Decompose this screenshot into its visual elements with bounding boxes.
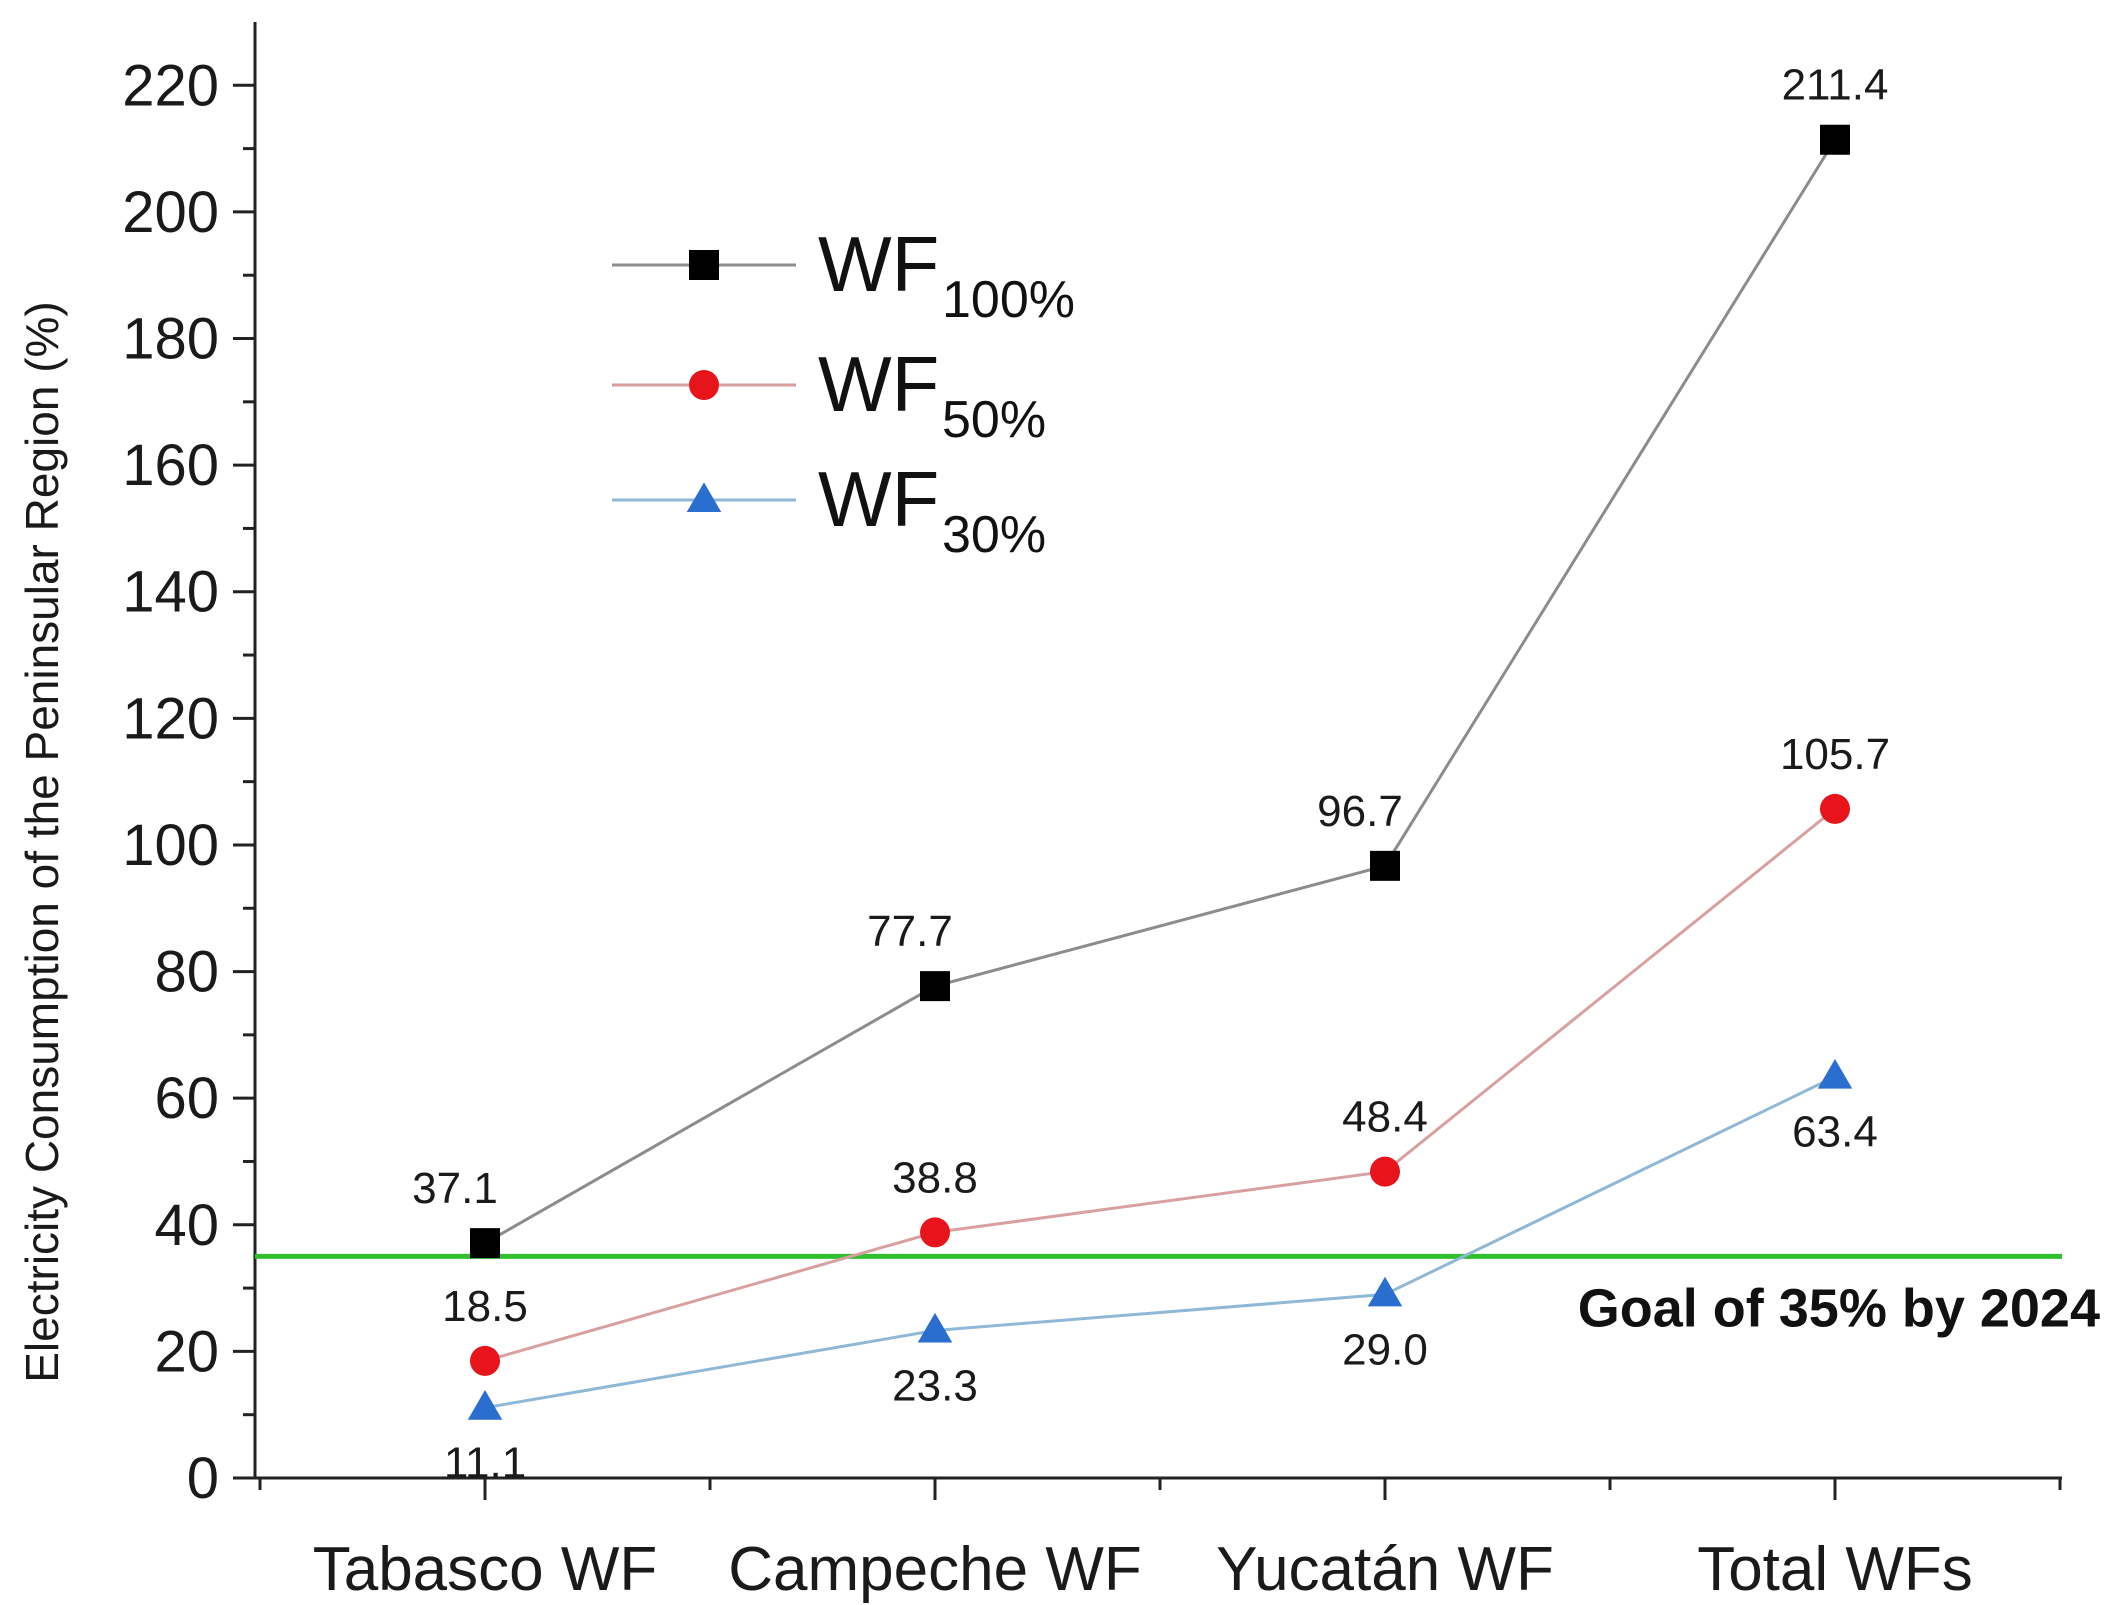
y-tick-label: 140	[122, 560, 219, 625]
legend-label-wf100: WF	[818, 220, 939, 308]
data-point-wf100	[470, 1228, 500, 1259]
series-line-wf50	[484, 807, 1836, 1363]
data-label-wf50: 18.5	[442, 1282, 528, 1331]
data-label-wf30: 11.1	[444, 1439, 526, 1488]
data-label-wf30: 29.0	[1342, 1325, 1428, 1374]
legend-marker-wf100	[689, 250, 719, 280]
series-line-wf30	[484, 1075, 1836, 1410]
data-point-wf30	[1817, 1058, 1853, 1089]
data-label-wf100: 37.1	[412, 1164, 498, 1213]
series-line-wf100	[484, 138, 1837, 1245]
y-tick-label: 60	[154, 1066, 219, 1131]
goal-label: Goal of 35% by 2024	[1578, 1278, 2100, 1338]
y-axis-ticks: 0 20 40 60 80 100 120 140 160 180 200 220	[122, 53, 255, 1511]
data-label-wf50: 105.7	[1780, 730, 1890, 779]
data-label-wf100: 96.7	[1317, 787, 1403, 836]
x-tick-label: Tabasco WF	[313, 1535, 658, 1604]
series-lines	[484, 138, 1837, 1410]
legend-sublabel-wf50: 50%	[942, 391, 1046, 449]
y-tick-label: 100	[122, 813, 219, 878]
data-label-wf30: 63.4	[1792, 1108, 1878, 1157]
data-labels: 37.1 77.7 96.7 211.4 18.5 38.8 48.4 105.7 11.1 23…	[412, 61, 1890, 1488]
y-tick-label: 0	[187, 1446, 219, 1511]
y-tick-label: 220	[122, 53, 219, 118]
y-tick-label: 80	[154, 940, 219, 1005]
data-label-wf100: 211.4	[1782, 61, 1889, 110]
legend-sublabel-wf100: 100%	[942, 271, 1075, 329]
y-tick-label: 20	[154, 1319, 219, 1384]
data-point-wf30	[917, 1312, 953, 1343]
x-axis-ticks: Tabasco WF Campeche WF Yucatán WF Total WFs	[258, 1478, 2062, 1604]
data-label-wf50: 48.4	[1342, 1093, 1428, 1142]
legend-marker-wf30	[686, 482, 722, 512]
data-point-wf50	[920, 1217, 950, 1248]
x-tick-label: Yucatán WF	[1216, 1535, 1554, 1604]
data-label-wf30: 23.3	[892, 1362, 978, 1411]
y-tick-label: 120	[122, 686, 219, 751]
data-point-wf50	[1820, 793, 1850, 824]
data-point-wf100	[920, 971, 950, 1002]
y-tick-label: 160	[122, 433, 219, 498]
data-point-wf50	[1370, 1156, 1400, 1187]
data-point-wf30	[1367, 1276, 1403, 1307]
data-point-wf100	[1370, 850, 1400, 881]
data-label-wf50: 38.8	[892, 1153, 978, 1202]
y-tick-label: 200	[122, 180, 219, 245]
y-axis-label: Electricity Consumption of the Peninsula…	[16, 301, 68, 1383]
legend-label-wf50: WF	[818, 340, 939, 428]
legend-marker-wf50	[689, 370, 719, 400]
data-label-wf100: 77.7	[867, 907, 953, 956]
goal-reference: Goal of 35% by 2024	[255, 1253, 2100, 1338]
data-point-wf30	[467, 1390, 503, 1420]
x-tick-label: Campeche WF	[728, 1535, 1141, 1604]
series-markers	[467, 124, 1853, 1420]
data-point-wf100	[1820, 124, 1850, 155]
data-point-wf50	[470, 1345, 500, 1376]
y-tick-label: 180	[122, 307, 219, 372]
x-tick-label: Total WFs	[1697, 1535, 1973, 1604]
y-tick-label: 40	[154, 1193, 219, 1258]
legend: WF 100%WF 50%WF 30%	[612, 220, 1075, 564]
legend-sublabel-wf30: 30%	[942, 506, 1046, 564]
legend-label-wf30: WF	[818, 455, 939, 543]
